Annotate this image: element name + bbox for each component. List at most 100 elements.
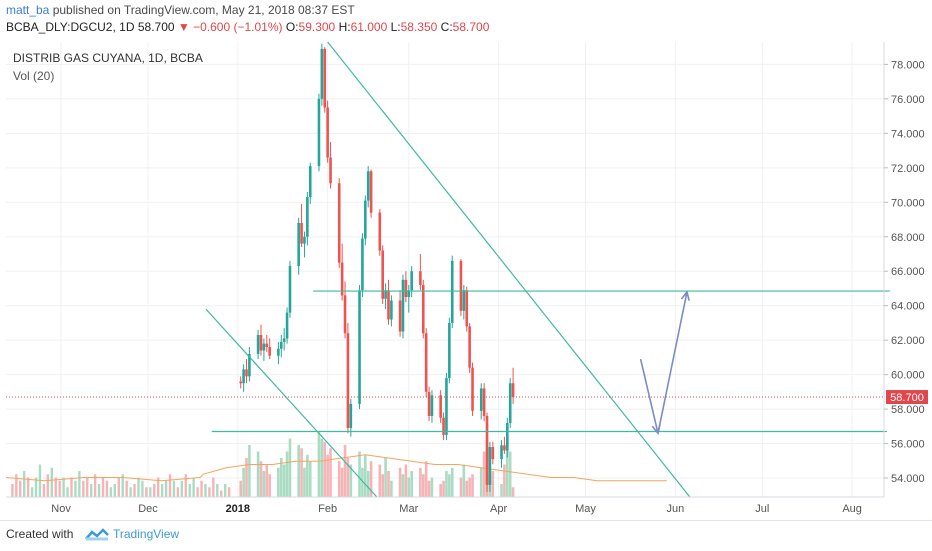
volume-bar [398,467,402,497]
volume-bar [204,484,207,497]
volume-bar [180,480,184,497]
candle-body [369,171,373,213]
volume-bar [200,480,203,497]
tradingview-link[interactable]: TradingView [113,527,180,541]
candle-body [323,48,327,108]
volume-bar [86,477,89,497]
low-label: L: [390,20,401,34]
candle-body [288,266,292,313]
volume-bar [223,484,227,497]
candle-body [308,166,312,198]
candle-body [448,322,451,379]
candle-body [297,222,300,267]
x-tick-label: Jul [755,503,769,515]
y-tick-label: 62.000 [891,335,925,347]
candle-body [343,295,347,334]
volume-bar [245,458,248,497]
volume-indicator-label: Vol (20) [13,69,54,83]
volume-bar [239,480,243,497]
candles [239,43,515,492]
x-tick-label: Nov [51,503,71,515]
y-tick-label: 58.000 [891,404,925,416]
volume-bar [326,454,329,497]
candle-body [450,260,454,323]
volume-bar [145,487,148,497]
volume-bar [282,464,286,497]
candle-body [387,290,390,320]
volume-bar [358,451,361,497]
volume-bar [82,480,85,497]
volume-bar [421,474,425,497]
volume-bar [300,448,303,497]
volume-bar [465,480,469,497]
candle-body [491,447,495,460]
volume-bar [407,477,411,497]
candle-body [424,333,428,392]
volume-bar [366,471,370,497]
volume-bar [168,474,172,497]
candle-body [384,290,387,299]
candle-body [337,183,341,263]
price-axis[interactable]: 54.000 56.000 58.000 60.000 62.000 64.000 66.0… [884,59,925,485]
volume-bar [42,484,46,497]
candle-body [256,334,260,354]
volume-bar [491,471,495,497]
candle-body [285,312,289,339]
volume-bar [387,471,390,497]
candle-body [500,445,503,460]
arrow-head [651,424,661,436]
candle-body [404,279,408,298]
volume-bar [381,474,384,497]
trendline [327,41,691,498]
volume-bar [277,467,280,497]
volume-bar [288,438,292,497]
candle-body [508,383,512,423]
candle-body [506,422,509,451]
volume-bar [401,474,405,497]
candle-body [361,238,364,291]
author-link[interactable]: matt_ba [6,3,50,17]
close-label: C: [440,20,453,34]
volume-bar [149,487,152,497]
x-tick-label: 2018 [226,503,250,515]
last-price: 58.700 [137,20,175,34]
candle-body [398,300,402,332]
y-tick-label: 72.000 [891,163,925,175]
price-chart[interactable]: 54.000 56.000 58.000 60.000 62.000 64.000 66.0… [0,0,932,520]
time-axis[interactable]: Nov Dec 2018 Feb Mar Apr May Jun Jul Aug [51,503,862,515]
candle-body [303,236,306,244]
candle-body [346,333,350,429]
candle-body [259,334,263,351]
volume-bar [133,484,136,497]
volume-bar [105,480,109,497]
volume-bar [306,454,309,497]
candle-body [488,447,492,485]
candle-body [401,279,405,332]
volume-bar [62,477,65,497]
volume-bar [448,474,451,497]
plot-area[interactable] [6,42,884,497]
volume-bar [378,464,382,497]
volume-bar [308,461,312,497]
publish-info: matt_ba published on TradingView.com, Ma… [6,3,355,17]
candle-body [511,383,515,398]
volume-bar [390,480,393,497]
volume-bar [101,477,105,497]
drawings [205,41,890,498]
y-tick-label: 78.000 [891,59,925,71]
volume-bar [279,458,283,497]
volume-bar [361,467,364,497]
volume-bar [212,477,215,497]
y-tick-label: 60.000 [891,370,925,382]
arrow-head [680,290,690,301]
volume-bar [468,477,471,497]
volume-bar [404,464,408,497]
volume-bar [97,484,101,497]
candle-body [265,343,269,348]
y-tick-label: 54.000 [891,473,925,485]
volume-bar [268,474,271,497]
candle-body [248,353,251,377]
candle-body [445,378,448,435]
y-tick-label: 64.000 [891,301,925,313]
x-tick-label: Dec [138,503,158,515]
